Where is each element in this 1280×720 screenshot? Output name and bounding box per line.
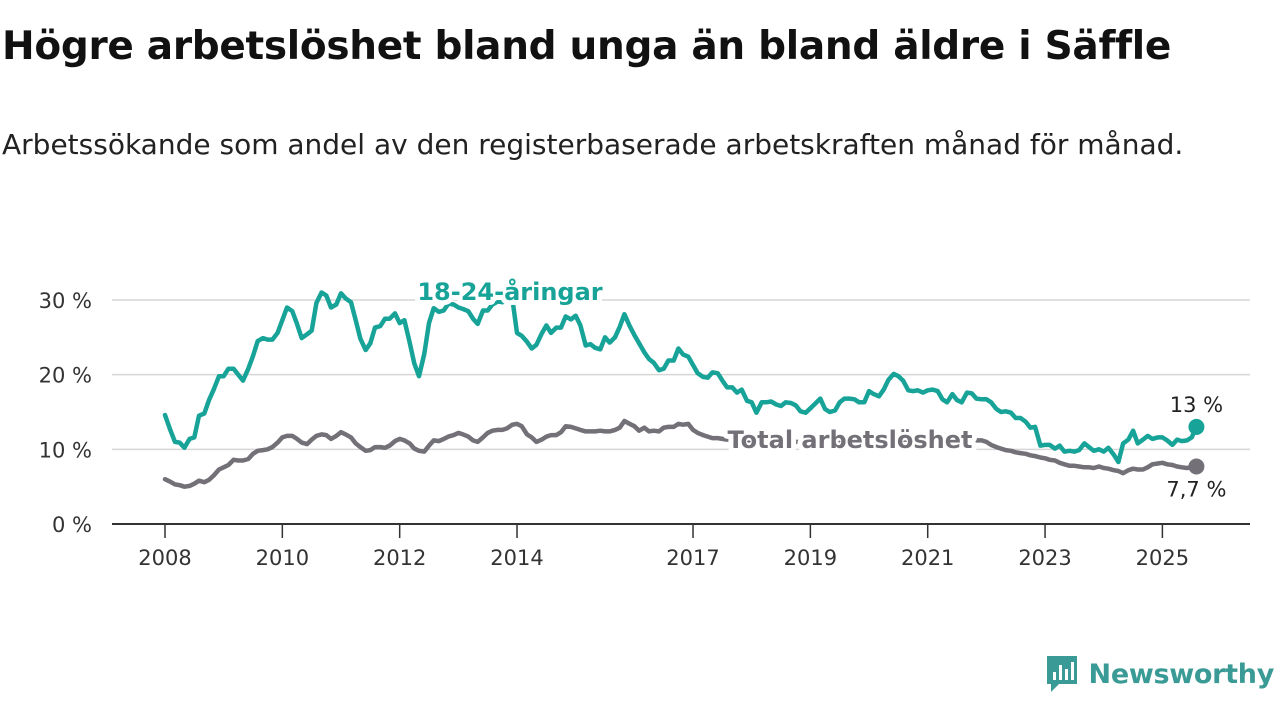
series-line-18-24 bbox=[162, 290, 1199, 465]
x-tick-label: 2025 bbox=[1136, 546, 1189, 570]
newsworthy-logo-icon bbox=[1045, 654, 1079, 694]
brand-name: Newsworthy bbox=[1088, 658, 1275, 690]
x-tick-label: 2023 bbox=[1018, 546, 1071, 570]
x-tick-label: 2010 bbox=[256, 546, 309, 570]
end-dot-18-24 bbox=[1188, 418, 1205, 435]
chart-subtitle: Arbetssökande som andel av den registerb… bbox=[2, 128, 1184, 161]
end-dot-total bbox=[1188, 458, 1205, 475]
x-tick-label: 2008 bbox=[138, 546, 191, 570]
chart-title: Högre arbetslöshet bland unga än bland ä… bbox=[2, 24, 1171, 69]
brand-logo: Newsworthy bbox=[1045, 654, 1274, 694]
y-tick-label: 20 % bbox=[39, 364, 92, 388]
series-label-18-24: 18-24-åringar bbox=[417, 277, 602, 306]
series-labels: 13 % 7,7 % 18-24-åringar Total arbetslöshet bbox=[412, 272, 1226, 502]
end-label-total: 7,7 % bbox=[1166, 478, 1226, 502]
x-tick-label: 2017 bbox=[666, 546, 719, 570]
x-tick-label: 2021 bbox=[901, 546, 954, 570]
series-line-total bbox=[162, 418, 1199, 489]
x-tick-label: 2012 bbox=[373, 546, 426, 570]
y-tick-label: 0 % bbox=[52, 513, 92, 537]
series-lines bbox=[162, 290, 1205, 489]
y-tick-label: 30 % bbox=[39, 289, 92, 313]
y-tick-label: 10 % bbox=[39, 438, 92, 462]
axes: 0 % 10 % 20 % 30 % 2008 2010 2012 2014 2017 2019 2… bbox=[39, 289, 1250, 570]
series-label-total: Total arbetslöshet bbox=[727, 426, 972, 454]
x-tick-label: 2014 bbox=[490, 546, 543, 570]
end-label-18-24: 13 % bbox=[1170, 393, 1223, 417]
x-tick-label: 2019 bbox=[784, 546, 837, 570]
